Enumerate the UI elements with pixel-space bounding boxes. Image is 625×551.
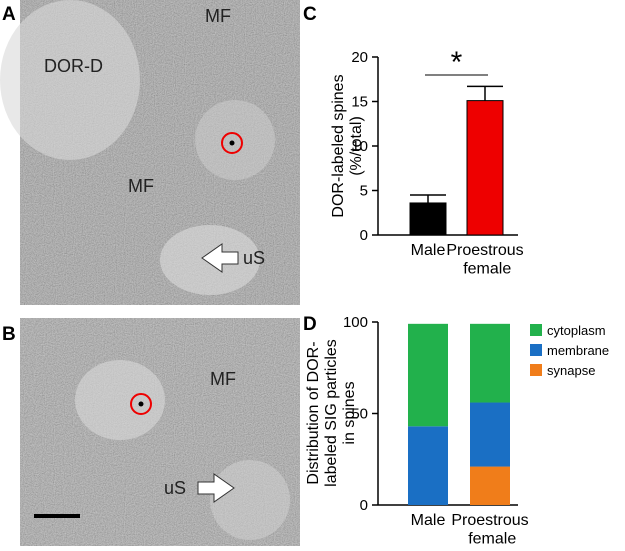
y-tick-label: 0 xyxy=(360,497,368,514)
micrograph-label: MF xyxy=(205,6,231,26)
micrograph-label: MF xyxy=(128,176,154,196)
panel-label: B xyxy=(2,324,16,345)
panel-label: A xyxy=(2,4,16,25)
y-tick-label: 15 xyxy=(351,94,368,111)
y-axis-label: in spines xyxy=(341,381,358,444)
bar-segment xyxy=(470,402,510,467)
micrograph-label: MF xyxy=(210,369,236,389)
legend-swatch xyxy=(530,324,542,336)
micrograph-label: uS xyxy=(164,478,186,498)
micrograph-a xyxy=(0,0,300,305)
panel-label: D xyxy=(303,314,317,335)
micrograph-label: uS xyxy=(243,248,265,268)
bar-segment xyxy=(408,426,448,505)
y-axis-label: Distribution of DOR- xyxy=(305,341,322,484)
bar-segment xyxy=(408,323,448,427)
significance-marker: * xyxy=(451,46,463,79)
y-tick-label: 100 xyxy=(343,314,368,331)
bar-segment xyxy=(470,323,510,403)
legend-label: membrane xyxy=(547,343,609,358)
x-tick-label: Proestrous female xyxy=(451,512,528,546)
legend-swatch xyxy=(530,364,542,376)
y-axis-label: DOR-labeled spines xyxy=(330,74,347,217)
bar xyxy=(409,202,447,236)
legend-label: cytoplasm xyxy=(547,323,606,338)
y-tick-label: 20 xyxy=(351,49,368,66)
y-tick-label: 10 xyxy=(351,138,368,155)
bar-segment xyxy=(470,466,510,505)
y-tick-label: 5 xyxy=(360,183,368,200)
y-tick-label: 0 xyxy=(360,227,368,244)
x-tick-label: Male xyxy=(411,242,446,259)
bar xyxy=(466,100,504,236)
legend-swatch xyxy=(530,344,542,356)
legend-label: synapse xyxy=(547,363,595,378)
x-tick-label: Male xyxy=(411,512,446,529)
y-tick-label: 50 xyxy=(351,406,368,423)
micrograph-b xyxy=(20,318,300,546)
y-axis-label: labeled SIG particles xyxy=(323,339,340,487)
micrograph-label: DOR-D xyxy=(44,56,103,76)
x-tick-label: Proestrous female xyxy=(446,242,523,277)
y-axis-label: (%/total) xyxy=(348,116,365,176)
panel-label: C xyxy=(303,4,317,25)
